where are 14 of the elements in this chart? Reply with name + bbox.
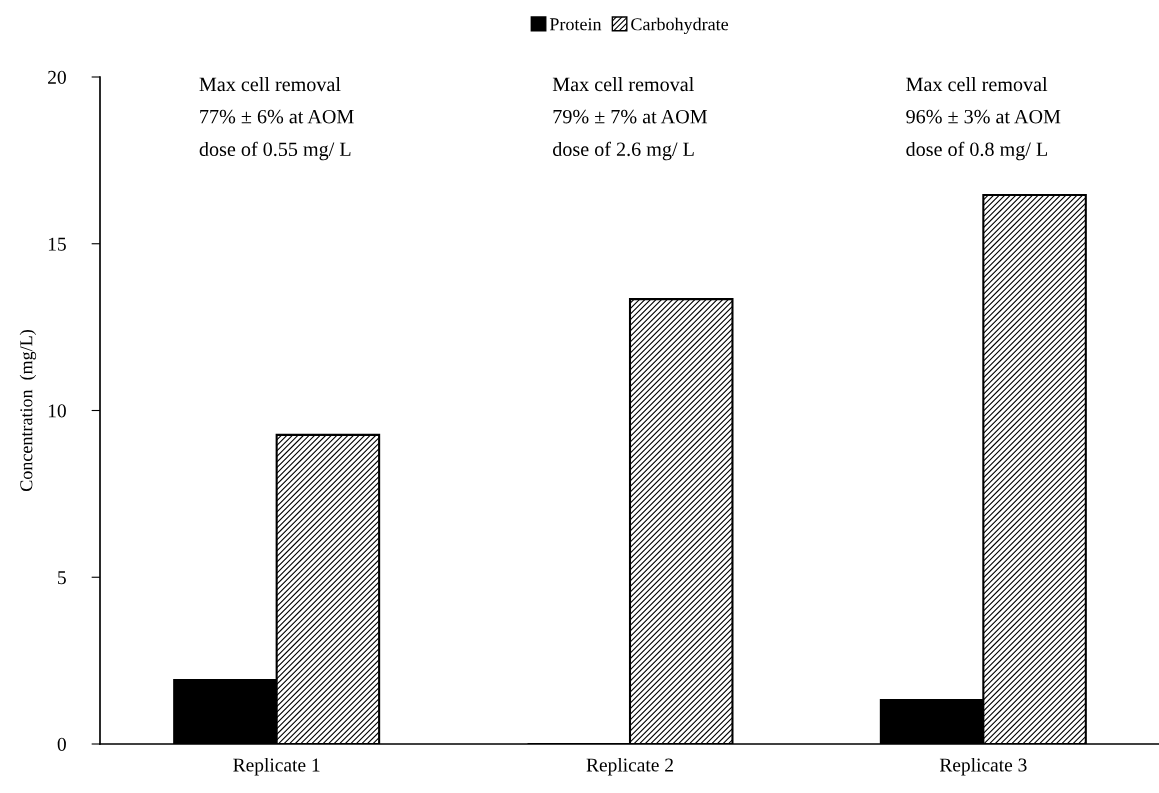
y-tick-label: 0 xyxy=(57,737,66,751)
legend-label: Protein xyxy=(549,18,602,31)
x-tick-label: Replicate 3 xyxy=(939,757,1027,776)
x-tick-label: Replicate 2 xyxy=(586,757,673,776)
x-tick-label: Replicate 1 xyxy=(233,757,320,776)
annotation: Max cell removal 79% ± 7% at AOM dose of 2.6 mg/ L xyxy=(552,77,708,161)
legend-label: Carbohydrate xyxy=(631,17,729,35)
y-tick-label: 15 xyxy=(48,237,66,251)
y-tick-label: 10 xyxy=(48,404,66,418)
annotation: Max cell removal 96% ± 3% at AOM dose of 0.8 mg/ L xyxy=(906,77,1061,161)
y-tick-label: 20 xyxy=(48,70,66,84)
y-axis-title: Concentration (mg/L) xyxy=(19,330,37,491)
y-tick-label: 5 xyxy=(58,571,66,585)
annotation: Max cell removal 77% ± 6% at AOM dose of 0.55 mg/ L xyxy=(199,77,354,161)
